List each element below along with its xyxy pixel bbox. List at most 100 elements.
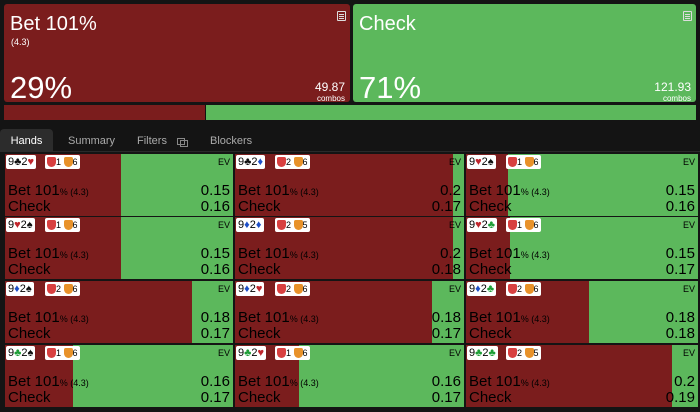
hand-cell[interactable]: 9♦2♥ 2 6 EV Bet 101% (4.3) 0.18 Check 0.17	[235, 281, 464, 343]
card-rank: 2	[21, 156, 28, 168]
hand-cards: 9♣2♣	[467, 346, 498, 360]
bet-label: Bet 101% (4.3)	[8, 310, 89, 327]
card-rank: 2	[251, 156, 258, 168]
hand-cell[interactable]: 9♣2♦ 2 6 EV Bet 101% (4.3) 0.2 Check 0.17	[235, 154, 464, 216]
ev-label: EV	[448, 348, 461, 358]
shield-icon	[508, 347, 517, 358]
card-rank: 9	[8, 156, 15, 168]
hand-cell[interactable]: 9♥2♠ 1 6 EV Bet 101% (4.3) 0.15 Check 0.16	[466, 154, 698, 216]
blocker-badge: 1 6	[45, 155, 80, 169]
bet-action-name: Bet 101	[469, 373, 521, 390]
check-label: Check	[469, 389, 512, 406]
hand-cell[interactable]: 9♣2♣ 2 5 EV Bet 101% (4.3) 0.2 Check 0.19	[466, 345, 698, 407]
bet-action-name: Bet 101	[8, 373, 60, 390]
hand-cell[interactable]: 9♣2♥ 1 6 EV Bet 101% (4.3) 0.16 Check 0.17	[235, 345, 464, 407]
blocker-count: 1	[517, 157, 523, 167]
bet-label: Bet 101% (4.3)	[469, 246, 550, 263]
check-action-card[interactable]: Check 71% 121.93 combos	[353, 4, 696, 105]
hand-cell[interactable]: 9♣2♥ 1 6 EV Bet 101% (4.3) 0.15 Check 0.16	[5, 154, 233, 216]
bet-action-name: Bet 101	[8, 245, 60, 262]
card-rank: 2	[482, 347, 489, 359]
check-ev-value: 0.17	[200, 325, 230, 342]
bet-ev-row: Bet 101% (4.3) 0.18	[8, 310, 230, 327]
suit-icon: ♠	[487, 156, 494, 168]
hand-cards: 9♥2♠	[6, 218, 35, 232]
check-frequency-fill	[121, 217, 233, 279]
blocker-count: 2	[286, 157, 292, 167]
hand-cell[interactable]: 9♦2♠ 2 6 EV Bet 101% (4.3) 0.18 Check 0.17	[5, 281, 233, 343]
check-label: Check	[8, 198, 51, 215]
tab-blockers[interactable]: Blockers	[210, 135, 253, 147]
check-ev-value: 0.16	[665, 198, 695, 215]
bet-ev-row: Bet 101% (4.3) 0.18	[238, 310, 461, 327]
check-ev-row: Check 0.17	[238, 199, 461, 214]
shield-icon	[277, 283, 286, 294]
check-label: Check	[8, 389, 51, 406]
hand-cards: 9♣2♥	[6, 155, 36, 169]
check-frequency-fill	[121, 154, 233, 216]
bet-action-name: Bet 101	[238, 182, 290, 199]
shield-icon	[524, 219, 534, 230]
bet-ev-row: Bet 101% (4.3) 0.16	[238, 374, 461, 391]
hand-cell[interactable]: 9♣2♠ 1 6 EV Bet 101% (4.3) 0.16 Check 0.17	[5, 345, 233, 407]
card-rank: 2	[20, 219, 27, 231]
check-label: Check	[469, 198, 512, 215]
suit-icon: ♣	[488, 347, 496, 359]
bet-ev-value: 0.16	[431, 373, 461, 390]
hand-cell[interactable]: 9♥2♠ 1 6 EV Bet 101% (4.3) 0.15 Check 0.16	[5, 217, 233, 279]
shield-icon	[63, 156, 73, 167]
card-rank: 9	[238, 347, 245, 359]
bet-ev-value: 0.15	[200, 245, 230, 262]
tab-summary[interactable]: Summary	[68, 135, 116, 147]
bet-size-label: % (4.3)	[520, 314, 550, 324]
ev-label: EV	[217, 284, 230, 294]
hand-cell[interactable]: 9♥2♣ 1 6 EV Bet 101% (4.3) 0.15 Check 0.17	[466, 217, 698, 279]
blocker-badge: 2 6	[275, 282, 310, 296]
ev-label: EV	[217, 220, 230, 230]
blocker-count: 6	[533, 284, 539, 294]
check-combos-value: 121.93	[654, 80, 691, 94]
blocker-badge: 2 5	[275, 218, 310, 232]
shield-icon	[277, 219, 286, 230]
check-frequency-fill	[510, 217, 698, 279]
shield-icon	[524, 283, 534, 294]
check-frequency-fill	[452, 217, 464, 279]
ev-label: EV	[448, 220, 461, 230]
bet-size-label: % (4.3)	[520, 378, 550, 388]
check-ev-row: Check 0.17	[469, 262, 695, 277]
bet-label: Bet 101% (4.3)	[469, 374, 550, 391]
card-rank: 9	[8, 347, 15, 359]
suit-icon: ♠	[27, 347, 34, 359]
notes-icon[interactable]	[337, 11, 346, 21]
bet-ev-row: Bet 101% (4.3) 0.2	[238, 183, 461, 200]
card-rank: 2	[480, 283, 487, 295]
bet-action-name: Bet 101	[238, 245, 290, 262]
tab-hands[interactable]: Hands	[0, 129, 53, 152]
bet-ev-row: Bet 101% (4.3) 0.15	[469, 183, 695, 200]
bet-ev-value: 0.15	[665, 182, 695, 199]
shield-icon	[47, 347, 56, 358]
blocker-badge: 2 6	[45, 282, 80, 296]
blocker-badge: 1 6	[45, 346, 80, 360]
notes-icon[interactable]	[683, 11, 692, 21]
check-ev-row: Check 0.17	[238, 390, 461, 405]
shield-icon	[293, 347, 303, 358]
hand-cell[interactable]: 9♦2♦ 2 5 EV Bet 101% (4.3) 0.2 Check 0.18	[235, 217, 464, 279]
tab-filters[interactable]: Filters	[137, 129, 188, 152]
shield-icon	[524, 347, 534, 358]
bet-ev-row: Bet 101% (4.3) 0.2	[238, 246, 461, 263]
bet-ev-row: Bet 101% (4.3) 0.15	[8, 246, 230, 263]
card-rank: 9	[469, 283, 476, 295]
hand-cell[interactable]: 9♦2♣ 2 6 EV Bet 101% (4.3) 0.18 Check 0.18	[466, 281, 698, 343]
shield-icon	[47, 156, 56, 167]
check-ev-value: 0.16	[200, 261, 230, 278]
suit-icon: ♥	[257, 347, 264, 359]
check-frequency-fill	[588, 281, 698, 343]
ev-label: EV	[682, 157, 695, 167]
bet-ev-row: Bet 101% (4.3) 0.15	[469, 246, 695, 263]
suit-icon: ♥	[14, 219, 21, 231]
check-ev-value: 0.17	[200, 389, 230, 406]
bet-label: Bet 101% (4.3)	[238, 246, 319, 263]
bet-action-card[interactable]: Bet 101% (4.3) 29% 49.87 combos	[4, 4, 350, 105]
blocker-badge: 2 5	[506, 346, 541, 360]
